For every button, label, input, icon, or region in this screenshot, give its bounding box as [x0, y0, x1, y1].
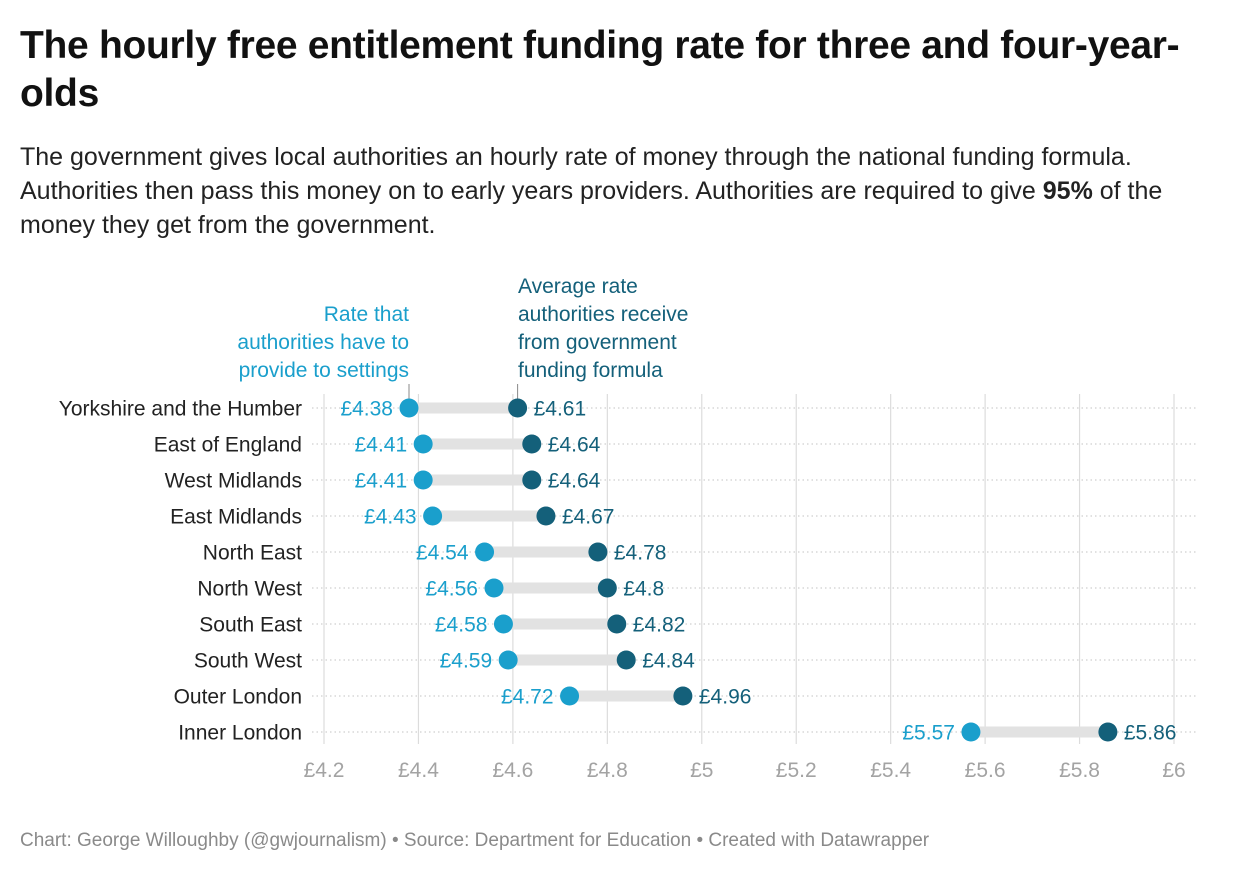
provided-rate-dot — [413, 470, 433, 490]
row-label: East Midlands — [170, 506, 302, 529]
subtitle-text-start: The government gives local authorities a… — [20, 143, 1132, 205]
range-bars — [409, 402, 1108, 738]
row-label: Inner London — [178, 722, 302, 745]
x-tick-label: £4.2 — [304, 759, 345, 782]
provided-value-label: £4.38 — [340, 398, 393, 421]
x-tick-label: £5.8 — [1059, 759, 1100, 782]
x-tick-label: £5.2 — [776, 759, 817, 782]
row-label: West Midlands — [165, 470, 302, 493]
provided-rate-dot — [961, 722, 981, 742]
received-series-annotation: Average rate — [518, 275, 638, 298]
provided-value-label: £4.59 — [440, 650, 493, 673]
received-rate-dot — [616, 650, 636, 670]
data-dots — [399, 398, 1118, 742]
provided-value-label: £4.56 — [425, 578, 478, 601]
provided-rate-dot — [475, 542, 495, 562]
received-value-label: £4.96 — [699, 686, 752, 709]
dumbbell-chart: £4.2 £4.4 £4.6 £4.8 £5 £5.2 £5.4 £5.6 £5.8 £6 York… — [59, 275, 1198, 782]
received-rate-dot — [607, 614, 627, 634]
provided-value-label: £4.72 — [501, 686, 554, 709]
received-rate-dot — [522, 434, 542, 454]
subtitle-emphasis: 95% — [1042, 177, 1093, 205]
x-tick-label: £5 — [690, 759, 713, 782]
provided-rate-dot — [423, 506, 443, 526]
received-value-label: £4.67 — [562, 506, 615, 529]
received-rate-dot — [522, 470, 542, 490]
received-rate-dot — [536, 506, 556, 526]
received-value-label: £4.82 — [633, 614, 686, 637]
labels: £4.2 £4.4 £4.6 £4.8 £5 £5.2 £5.4 £5.6 £5.8 £6 York… — [59, 275, 1186, 782]
provided-rate-dot — [560, 686, 580, 706]
row-label: East of England — [154, 434, 302, 457]
received-value-label: £4.64 — [548, 434, 601, 457]
received-value-label: £4.84 — [642, 650, 695, 673]
row-label: South East — [199, 614, 302, 637]
row-label: South West — [194, 650, 302, 673]
chart-subtitle: The government gives local authorities a… — [20, 140, 1220, 242]
received-rate-dot — [597, 578, 617, 598]
row-label: North West — [197, 578, 302, 601]
provided-rate-dot — [493, 614, 513, 634]
received-rate-dot — [673, 686, 693, 706]
provided-value-label: £4.43 — [364, 506, 417, 529]
row-label: Yorkshire and the Humber — [59, 398, 302, 421]
x-tick-label: £4.4 — [398, 759, 439, 782]
received-series-annotation: from government — [518, 331, 677, 354]
x-tick-label: £6 — [1162, 759, 1185, 782]
x-tick-label: £5.4 — [870, 759, 911, 782]
received-series-annotation: authorities receive — [518, 303, 688, 326]
received-value-label: £5.86 — [1124, 722, 1177, 745]
received-rate-dot — [588, 542, 608, 562]
provided-series-annotation: Rate that — [324, 303, 409, 326]
provided-value-label: £4.54 — [416, 542, 469, 565]
row-label: North East — [203, 542, 302, 565]
x-tick-label: £4.6 — [492, 759, 533, 782]
received-rate-dot — [508, 398, 528, 418]
provided-value-label: £4.58 — [435, 614, 488, 637]
provided-rate-dot — [399, 398, 419, 418]
received-value-label: £4.64 — [548, 470, 601, 493]
provided-value-label: £4.41 — [355, 434, 408, 457]
received-series-annotation: funding formula — [518, 359, 663, 382]
received-value-label: £4.8 — [623, 578, 664, 601]
provided-series-annotation: provide to settings — [239, 359, 409, 382]
chart-footer: Chart: George Willoughby (@gwjournalism)… — [20, 830, 930, 851]
received-value-label: £4.78 — [614, 542, 667, 565]
chart-title: The hourly free entitlement funding rate… — [20, 24, 1180, 115]
x-tick-label: £4.8 — [587, 759, 628, 782]
received-value-label: £4.61 — [534, 398, 587, 421]
subtitle-text-end: of the money they get from the governmen… — [20, 177, 1163, 239]
gridlines — [312, 384, 1198, 744]
provided-rate-dot — [498, 650, 518, 670]
x-tick-label: £5.6 — [965, 759, 1006, 782]
provided-rate-dot — [413, 434, 433, 454]
provided-value-label: £4.41 — [355, 470, 408, 493]
provided-value-label: £5.57 — [902, 722, 955, 745]
row-label: Outer London — [174, 686, 302, 709]
provided-series-annotation: authorities have to — [237, 331, 409, 354]
received-rate-dot — [1098, 722, 1118, 742]
provided-rate-dot — [484, 578, 504, 598]
